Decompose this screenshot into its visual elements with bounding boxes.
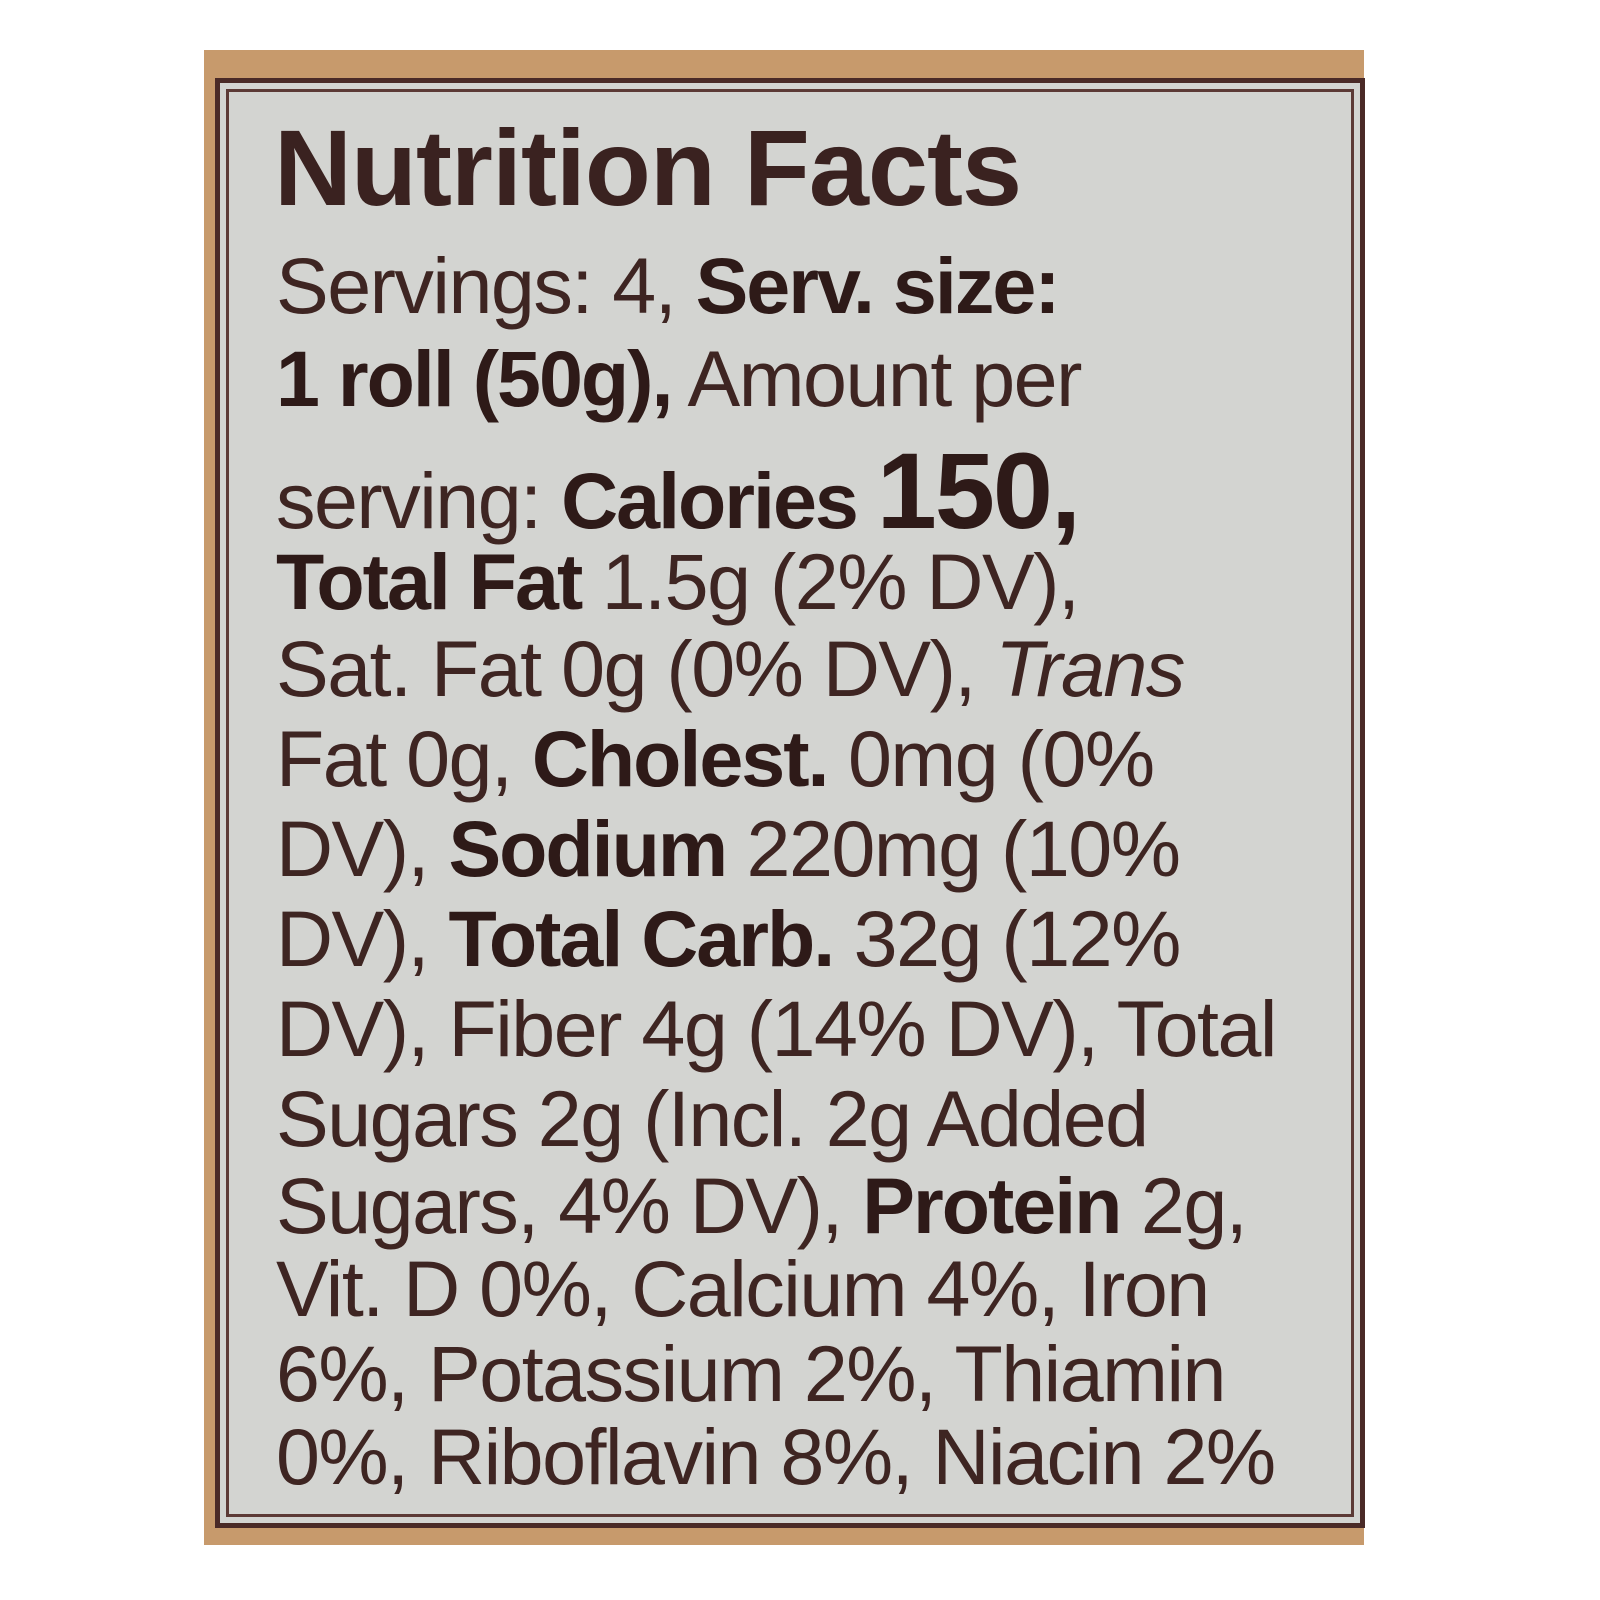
label-text: DV), — [276, 894, 449, 983]
label-line: Total Fat 1.5g (2% DV), — [276, 536, 1080, 628]
label-text: Sodium — [448, 804, 728, 893]
label-text: 32g (12% — [833, 894, 1182, 983]
label-text: 0%, Riboflavin 8%, Niacin 2% — [276, 1412, 1276, 1501]
label-text: Total Fat — [276, 537, 583, 626]
label-text: Sugars, 4% DV), — [276, 1161, 863, 1250]
label-text: Calories — [561, 456, 877, 545]
label-line: DV), Sodium 220mg (10% — [276, 803, 1181, 895]
label-line: Sugars, 4% DV), Protein 2g, — [276, 1160, 1248, 1252]
label-text: DV), Fiber 4g (14% DV), Total — [276, 984, 1277, 1073]
label-text: Amount per — [671, 334, 1083, 423]
label-line: 1 roll (50g), Amount per — [276, 333, 1083, 425]
label-line: Servings: 4, Serv. size: — [276, 240, 1061, 332]
label-text: Protein — [862, 1161, 1122, 1250]
label-text: 2g, — [1120, 1161, 1248, 1250]
label-text: Vit. D 0%, Calcium 4%, Iron — [276, 1244, 1210, 1333]
label-line: Sat. Fat 0g (0% DV), Trans — [276, 623, 1185, 715]
label-line: Vit. D 0%, Calcium 4%, Iron — [276, 1243, 1210, 1335]
label-text: 1 roll (50g), — [276, 334, 673, 423]
label-text: 0mg (0% — [827, 714, 1155, 803]
label-line: 6%, Potassium 2%, Thiamin — [276, 1328, 1226, 1420]
label-text: Sugars 2g (Incl. 2g Added — [276, 1074, 1149, 1163]
label-text: Cholest. — [531, 714, 830, 803]
label-text: Serv. size: — [695, 241, 1061, 330]
label-text: 150, — [876, 430, 1081, 551]
label-line: 0%, Riboflavin 8%, Niacin 2% — [276, 1411, 1276, 1503]
label-line: serving: Calories 150, — [276, 428, 1081, 553]
label-line: Sugars 2g (Incl. 2g Added — [276, 1073, 1149, 1165]
label-line: Fat 0g, Cholest. 0mg (0% — [276, 713, 1155, 805]
label-text: 1.5g (2% DV), — [581, 537, 1080, 626]
label-text: Sat. Fat 0g (0% DV), — [276, 624, 996, 713]
label-text: serving: — [276, 456, 562, 545]
label-text: Total Carb. — [448, 894, 835, 983]
label-text: 6%, Potassium 2%, Thiamin — [276, 1329, 1226, 1418]
label-title: Nutrition Facts — [274, 107, 1022, 228]
label-line: DV), Fiber 4g (14% DV), Total — [276, 983, 1277, 1075]
label-text: 220mg (10% — [726, 804, 1181, 893]
label-text: Fat 0g, — [276, 714, 532, 803]
label-line: DV), Total Carb. 32g (12% — [276, 893, 1182, 985]
label-text: Servings: 4, — [276, 241, 696, 330]
label-text: Trans — [995, 624, 1185, 713]
label-text: DV), — [276, 804, 449, 893]
nutrition-label: Nutrition Facts Servings: 4, Serv. size:… — [215, 78, 1365, 1528]
